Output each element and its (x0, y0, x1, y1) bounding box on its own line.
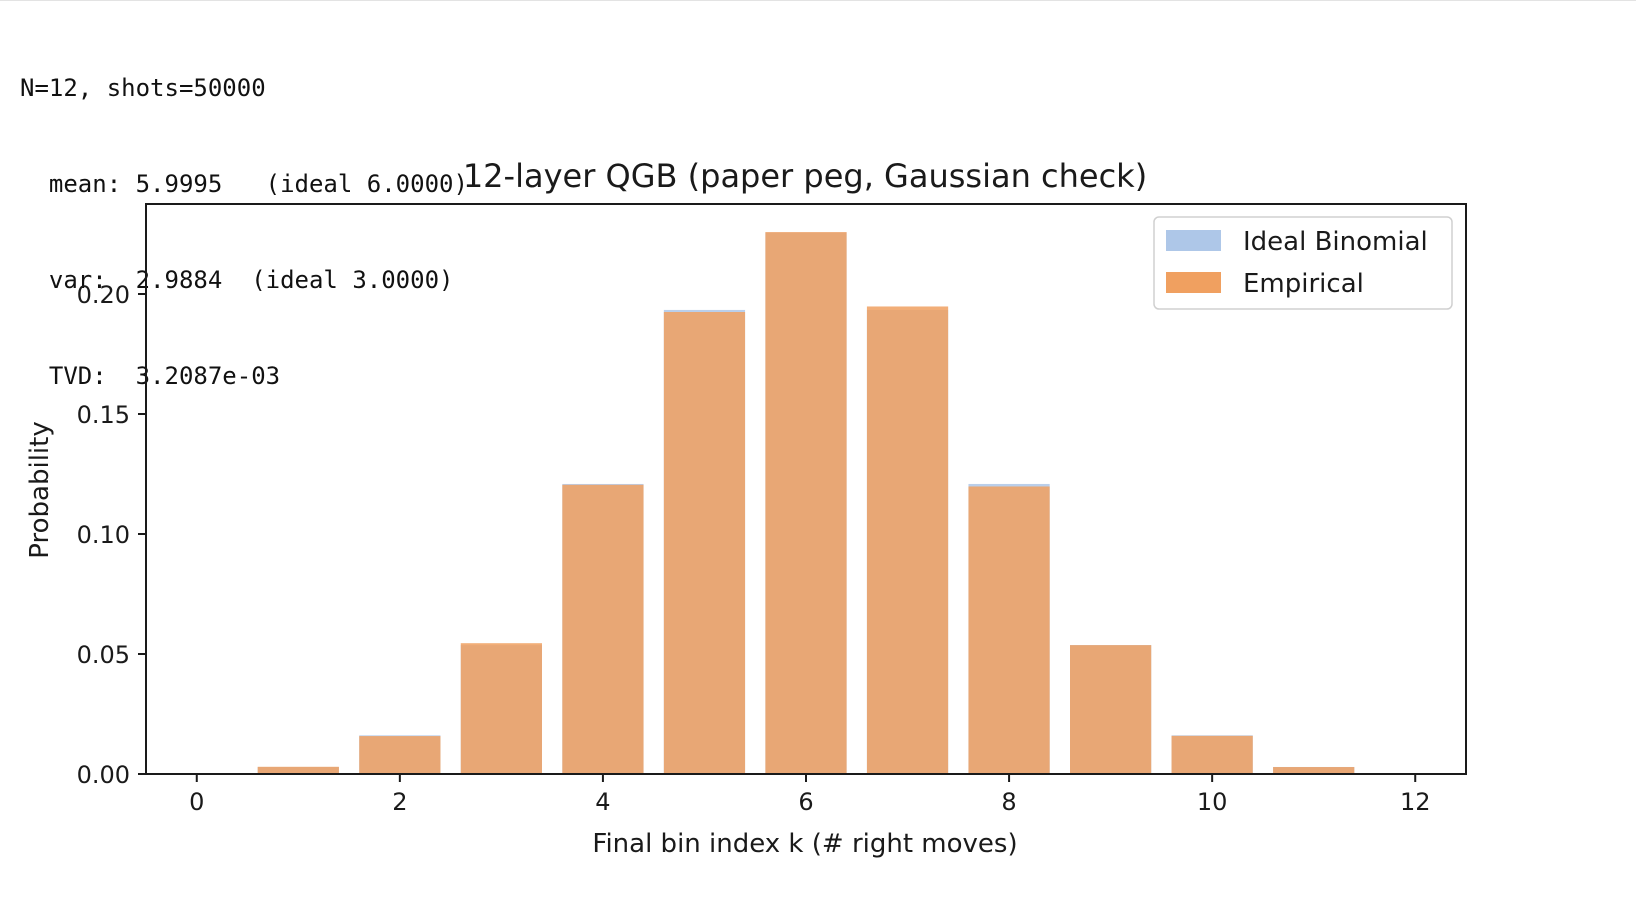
y-tick-label-0.10: 0.10 (77, 521, 130, 549)
console-line-tvd: TVD: 3.2087e-03 (20, 362, 281, 390)
empirical-bar-4 (562, 484, 644, 774)
legend-swatch-empirical (1166, 272, 1221, 293)
empirical-bars (156, 232, 1456, 774)
y-tick-label-0.05: 0.05 (77, 641, 130, 669)
top-divider (0, 0, 1636, 1)
empirical-bar-8 (968, 486, 1050, 774)
empirical-bar-2 (359, 736, 441, 774)
console-line-mean: mean: 5.9995 (ideal 6.0000) (20, 170, 468, 198)
x-tick-label-2: 2 (392, 788, 407, 816)
x-tick-label-10: 10 (1197, 788, 1228, 816)
x-tick-label-0: 0 (189, 788, 204, 816)
chart-title: 12-layer QGB (paper peg, Gaussian check) (463, 157, 1147, 195)
y-axis: 0.00 0.05 0.10 0.15 0.20 (77, 281, 146, 789)
x-tick-label-8: 8 (1001, 788, 1016, 816)
empirical-bar-6 (765, 232, 847, 774)
x-tick-label-6: 6 (798, 788, 813, 816)
empirical-bar-11 (1273, 767, 1355, 774)
console-output: N=12, shots=50000 mean: 5.9995 (ideal 6.… (20, 8, 468, 424)
y-tick-label-0.20: 0.20 (77, 281, 130, 309)
legend-label-ideal: Ideal Binomial (1243, 227, 1428, 257)
console-line-var: var: 2.9884 (ideal 3.0000) (20, 266, 454, 294)
x-tick-label-4: 4 (595, 788, 610, 816)
empirical-bar-10 (1171, 735, 1253, 774)
empirical-bar-3 (460, 643, 542, 774)
empirical-bar-5 (663, 312, 746, 774)
y-axis-label: Probability (25, 421, 55, 558)
empirical-bar-1 (257, 766, 339, 774)
x-axis: 0 2 4 6 8 10 12 (189, 774, 1431, 816)
legend-label-empirical: Empirical (1243, 269, 1364, 299)
legend-frame (1153, 216, 1453, 310)
empirical-bar-7 (866, 306, 949, 774)
legend: Ideal Binomial Empirical (1153, 216, 1453, 310)
legend-swatch-ideal (1166, 230, 1221, 251)
y-tick-label-0.00: 0.00 (77, 761, 130, 789)
console-line-config: N=12, shots=50000 (20, 74, 266, 102)
y-tick-label-0.15: 0.15 (77, 401, 130, 429)
x-axis-label: Final bin index k (# right moves) (592, 829, 1017, 859)
x-tick-label-12: 12 (1400, 788, 1431, 816)
empirical-bar-9 (1070, 645, 1152, 774)
